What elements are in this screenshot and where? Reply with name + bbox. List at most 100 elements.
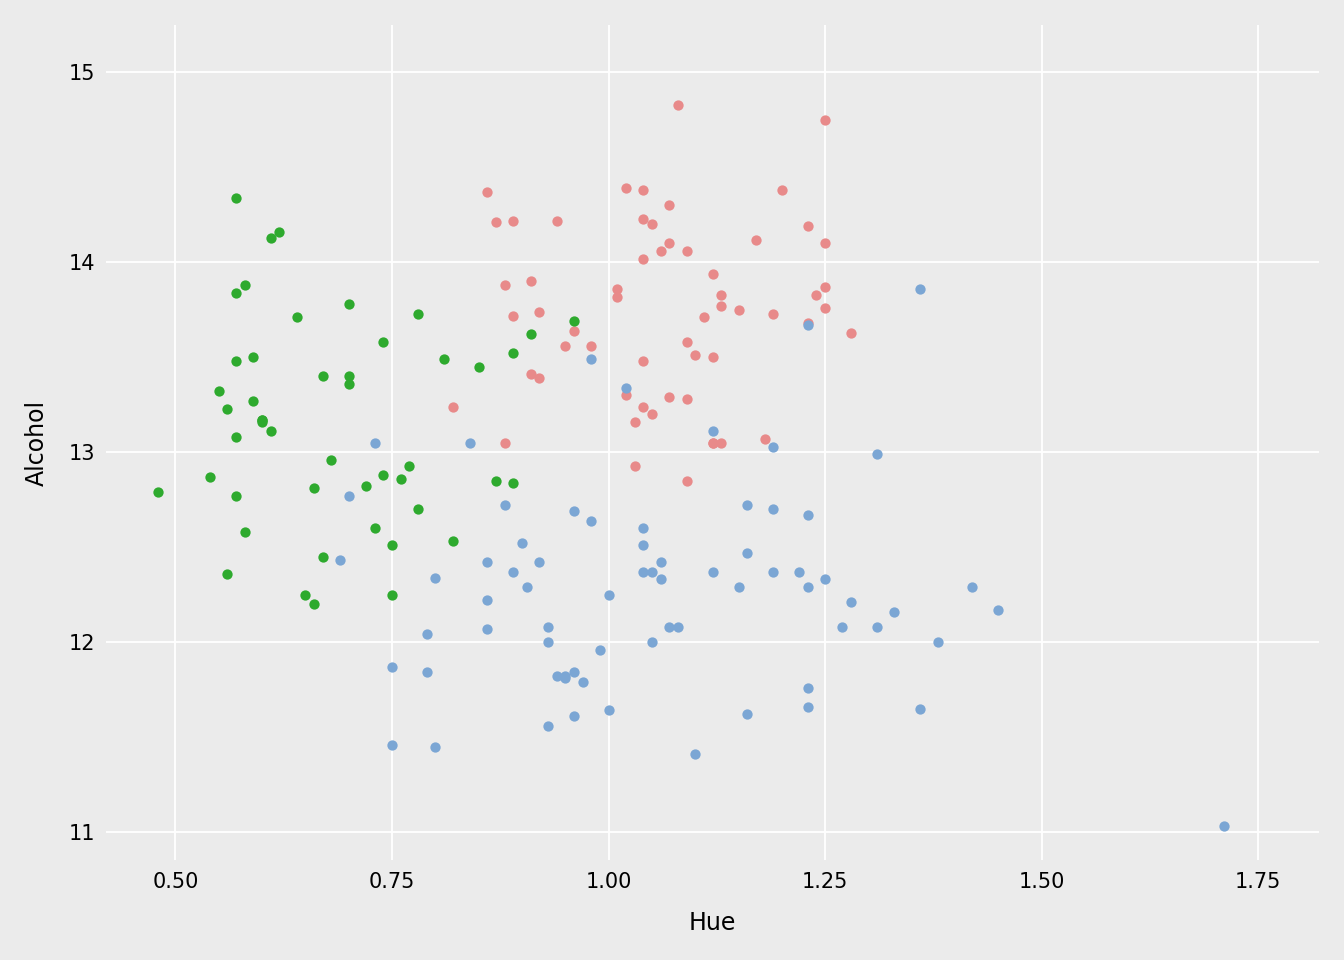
Point	[745, 232, 766, 248]
Point	[1212, 819, 1234, 834]
X-axis label: Hue: Hue	[689, 911, 737, 935]
Point	[814, 112, 836, 128]
Point	[633, 564, 655, 580]
Point	[659, 619, 680, 635]
Point	[503, 308, 524, 324]
Point	[814, 235, 836, 251]
Point	[329, 553, 351, 568]
Point	[867, 446, 888, 462]
Point	[814, 572, 836, 588]
Point	[563, 708, 585, 724]
Point	[589, 642, 610, 658]
Point	[616, 388, 637, 403]
Point	[337, 376, 359, 392]
Point	[606, 289, 628, 304]
Point	[962, 579, 984, 594]
Point	[797, 579, 818, 594]
Point	[493, 497, 515, 513]
Point	[598, 587, 620, 602]
Point	[762, 564, 784, 580]
Point	[321, 452, 343, 468]
Point	[676, 243, 698, 258]
Point	[234, 524, 255, 540]
Point	[702, 266, 723, 281]
Point	[415, 664, 437, 680]
Point	[372, 334, 394, 349]
Point	[226, 489, 247, 504]
Point	[528, 555, 550, 570]
Point	[312, 549, 333, 564]
Point	[364, 435, 386, 450]
Point	[520, 274, 542, 289]
Point	[988, 602, 1009, 617]
Point	[242, 394, 263, 409]
Point	[754, 431, 775, 446]
Point	[797, 680, 818, 695]
Point	[797, 507, 818, 522]
Point	[355, 479, 376, 494]
Point	[789, 564, 810, 580]
Point	[520, 326, 542, 342]
Point	[382, 737, 403, 753]
Point	[762, 306, 784, 322]
Point	[337, 489, 359, 504]
Point	[555, 668, 577, 684]
Point	[503, 475, 524, 491]
Point	[571, 674, 593, 689]
Point	[641, 217, 663, 232]
Point	[762, 439, 784, 454]
Point	[382, 660, 403, 675]
Point	[797, 699, 818, 714]
Point	[771, 182, 793, 198]
Point	[676, 392, 698, 407]
Point	[511, 536, 532, 551]
Point	[477, 621, 499, 636]
Point	[633, 520, 655, 536]
Point	[312, 369, 333, 384]
Point	[711, 287, 732, 302]
Point	[927, 635, 949, 650]
Point	[503, 213, 524, 228]
Point	[616, 380, 637, 396]
Point	[399, 458, 421, 473]
Point	[702, 349, 723, 365]
Point	[641, 564, 663, 580]
Point	[442, 534, 464, 549]
Point	[910, 701, 931, 716]
Point	[234, 277, 255, 293]
Point	[286, 310, 308, 325]
Point	[684, 747, 706, 762]
Point	[251, 414, 273, 429]
Point	[563, 314, 585, 329]
Point	[797, 219, 818, 234]
Point	[884, 604, 906, 619]
Point	[407, 306, 429, 322]
Point	[503, 564, 524, 580]
Point	[633, 538, 655, 553]
Point	[737, 707, 758, 722]
Point	[667, 619, 688, 635]
Point	[814, 279, 836, 295]
Point	[251, 412, 273, 427]
Point	[442, 399, 464, 415]
Point	[460, 435, 481, 450]
Point	[684, 348, 706, 363]
Point	[797, 318, 818, 333]
Point	[216, 401, 238, 417]
Point	[737, 497, 758, 513]
Point	[641, 407, 663, 422]
Point	[702, 435, 723, 450]
Point	[546, 668, 567, 684]
Point	[538, 635, 559, 650]
Point	[694, 310, 715, 325]
Point	[702, 423, 723, 439]
Point	[251, 412, 273, 427]
Point	[581, 351, 602, 367]
Point	[598, 703, 620, 718]
Point	[148, 485, 169, 500]
Point	[304, 596, 325, 612]
Point	[425, 570, 446, 586]
Point	[563, 664, 585, 680]
Point	[259, 423, 281, 439]
Point	[493, 435, 515, 450]
